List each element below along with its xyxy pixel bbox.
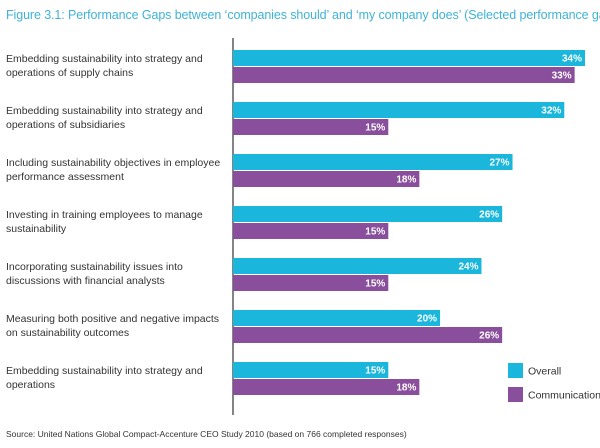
communications-value-label: 33% [552,71,572,82]
overall-bar [233,102,565,118]
legend-swatch-communications [508,387,523,402]
category-label: Embedding sustainability into strategy a… [6,105,203,131]
category-label: Including sustainability objectives in e… [6,157,220,183]
legend-label-overall: Overall [528,366,561,378]
chart-title: Figure 3.1: Performance Gaps between ‘co… [6,8,600,22]
overall-value-label: 34% [562,54,582,65]
communications-bar [233,275,389,291]
communications-value-label: 15% [365,227,385,238]
communications-value-label: 18% [396,175,416,186]
communications-value-label: 15% [365,123,385,134]
overall-value-label: 20% [417,314,437,325]
category-label: Embedding sustainability into strategy a… [6,365,203,391]
communications-value-label: 15% [365,279,385,290]
legend-swatch-overall [508,363,523,378]
overall-bar [233,310,441,326]
category-label: Embedding sustainability into strategy a… [6,53,203,79]
communications-bar [233,171,420,187]
overall-bar [233,50,585,66]
communications-bar [233,327,503,343]
communications-bar [233,119,389,135]
communications-value-label: 18% [396,383,416,394]
overall-value-label: 26% [479,210,499,221]
overall-bar [233,258,482,274]
overall-value-label: 32% [541,106,561,117]
overall-value-label: 24% [458,262,478,273]
communications-bar [233,67,575,83]
overall-bar [233,362,389,378]
category-label: Incorporating sustainability issues into… [6,261,183,287]
communications-bar [233,379,420,395]
overall-bar [233,206,503,222]
legend-label-communications: Communications [528,390,600,402]
category-label: Measuring both positive and negative imp… [6,313,219,339]
overall-value-label: 15% [365,366,385,377]
category-label: Investing in training employees to manag… [6,209,203,235]
communications-value-label: 26% [479,331,499,342]
source-note: Source: United Nations Global Compact-Ac… [6,429,407,439]
overall-bar [233,154,513,170]
overall-value-label: 27% [490,158,510,169]
communications-bar [233,223,389,239]
